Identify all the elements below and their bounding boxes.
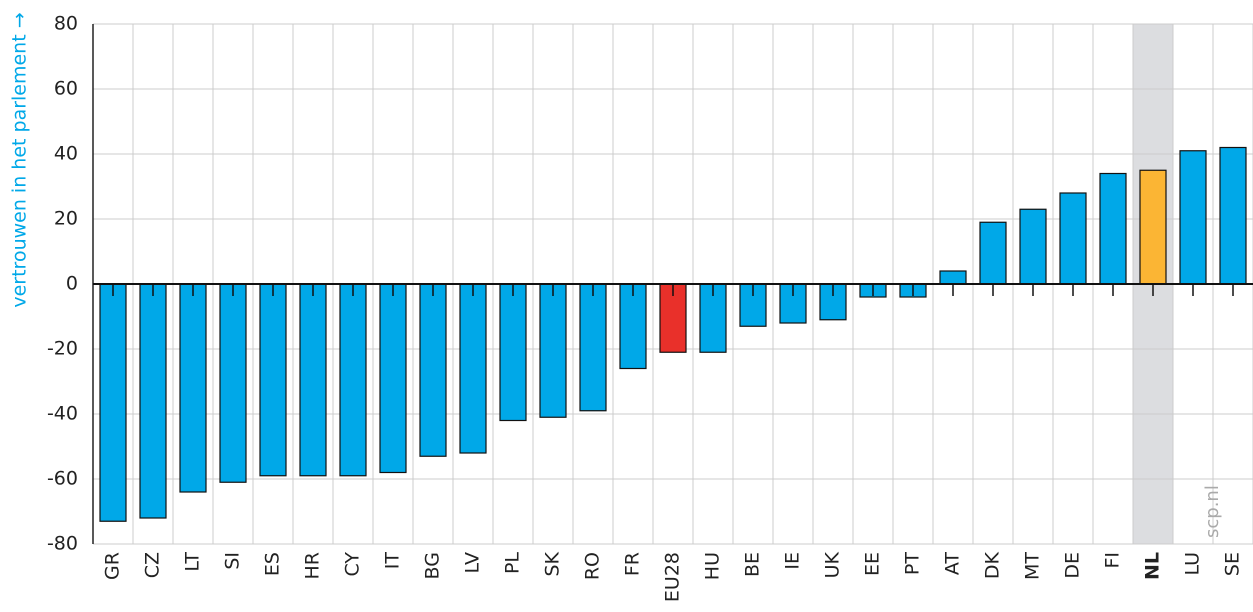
y-tick-label: 40 [54, 143, 78, 165]
bar [299, 283, 327, 477]
x-tick-label: BG [422, 552, 444, 579]
bar [619, 283, 647, 370]
bar [1019, 208, 1047, 285]
bar [459, 283, 487, 454]
bar [939, 270, 967, 285]
x-tick-label: CY [342, 552, 364, 577]
x-tick-label: PL [502, 552, 524, 574]
bar [99, 283, 127, 522]
bar [979, 221, 1007, 285]
bar [1059, 192, 1087, 285]
x-tick-label: SE [1222, 552, 1244, 576]
y-tick-label: 20 [54, 208, 78, 230]
bar [179, 283, 207, 493]
bar [1099, 172, 1127, 285]
bar [579, 283, 607, 412]
x-tick-label: MT [1022, 552, 1044, 580]
x-tick-label: SI [222, 552, 244, 570]
y-tick-label: 60 [54, 78, 78, 100]
x-tick-label: LV [462, 552, 484, 574]
x-tick-label: LU [1182, 552, 1204, 576]
x-tick-label: DE [1062, 552, 1084, 579]
x-tick-label: HR [302, 552, 324, 580]
x-tick-label: ES [262, 552, 284, 576]
x-tick-label: UK [822, 551, 844, 578]
x-tick-label: FR [622, 552, 644, 576]
y-tick-label: 0 [66, 273, 78, 295]
x-tick-label: IT [382, 552, 404, 570]
x-tick-label: DK [982, 551, 1004, 579]
y-tick-label: -20 [47, 338, 78, 360]
bar [539, 283, 567, 418]
bar [339, 283, 367, 477]
x-tick-label: EU28 [662, 552, 684, 602]
watermark: scp.nl [1202, 485, 1223, 538]
bar [259, 283, 287, 477]
bar [139, 283, 167, 519]
x-tick-label: HU [702, 552, 724, 580]
bar [219, 283, 247, 483]
bar [779, 283, 807, 324]
x-tick-label: SK [542, 551, 564, 576]
x-tick-label: EE [862, 552, 884, 576]
x-tick-label: FI [1102, 552, 1124, 569]
y-tick-label: -80 [47, 533, 78, 555]
y-tick-label: -60 [47, 468, 78, 490]
x-tick-label: GR [102, 552, 124, 580]
bar [499, 283, 527, 422]
y-tick-label: -40 [47, 403, 78, 425]
x-tick-label: BE [742, 552, 764, 577]
x-tick-label: RO [582, 552, 604, 580]
bar [1179, 150, 1207, 285]
bar [379, 283, 407, 474]
y-axis-label: vertrouwen in het parlement → [9, 12, 31, 307]
x-tick-label: CZ [142, 552, 164, 578]
x-tick-label: NL [1142, 552, 1164, 580]
x-tick-label: LT [182, 552, 204, 572]
x-tick-label: PT [902, 552, 924, 575]
x-tick-label: IE [782, 552, 804, 570]
bar [1219, 146, 1247, 285]
y-tick-label: 80 [54, 13, 78, 35]
x-tick-label: AT [942, 552, 964, 576]
bar [1139, 169, 1167, 285]
bar [419, 283, 447, 457]
